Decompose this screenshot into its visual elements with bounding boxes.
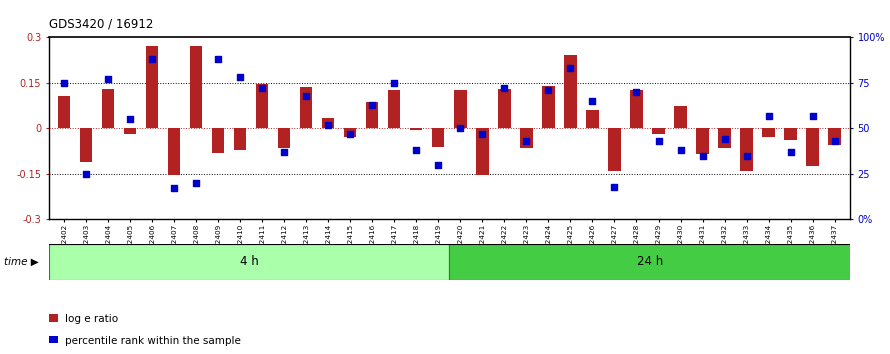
Bar (630, 90, 643, 128)
Point (828, 138, 842, 144)
Point (123, 116, 137, 122)
Point (520, 138, 534, 144)
Bar (587, 110, 599, 128)
Bar (80, 128, 93, 162)
Point (365, 102, 379, 108)
Bar (784, 128, 797, 141)
Point (651, 138, 666, 144)
Bar (498, 89, 511, 128)
Bar (59, 96, 70, 128)
Point (453, 125, 467, 131)
Bar (449, 244, 850, 280)
Point (409, 147, 424, 153)
Point (717, 136, 732, 142)
Bar (410, 128, 423, 130)
Point (805, 113, 820, 118)
Text: 24 h: 24 h (636, 256, 663, 268)
Bar (300, 87, 312, 128)
Bar (213, 128, 224, 153)
Bar (146, 46, 158, 128)
Point (783, 149, 797, 155)
Point (629, 89, 643, 95)
Text: percentile rank within the sample: percentile rank within the sample (65, 336, 241, 346)
Point (432, 162, 446, 167)
Bar (763, 128, 774, 137)
Bar (433, 128, 444, 147)
Point (167, 185, 182, 191)
Bar (476, 128, 489, 176)
Point (762, 113, 776, 118)
Point (321, 122, 336, 127)
Point (278, 149, 292, 155)
Point (541, 87, 555, 93)
Point (740, 153, 754, 159)
Text: time ▶: time ▶ (4, 257, 39, 267)
Bar (256, 84, 269, 128)
Bar (344, 128, 357, 137)
Text: log e ratio: log e ratio (65, 314, 118, 324)
Bar (367, 103, 378, 128)
Bar (806, 128, 819, 166)
Point (607, 184, 621, 189)
Point (387, 80, 401, 86)
Bar (697, 128, 708, 154)
Bar (279, 128, 290, 148)
Point (563, 65, 578, 71)
Point (674, 147, 688, 153)
Bar (190, 46, 202, 128)
Point (101, 76, 116, 82)
Point (586, 98, 600, 104)
Point (190, 180, 204, 186)
Point (145, 56, 159, 62)
Text: 4 h: 4 h (239, 256, 259, 268)
Bar (609, 128, 620, 171)
Point (211, 56, 225, 62)
Point (475, 131, 490, 137)
Bar (102, 89, 115, 128)
Point (344, 131, 358, 137)
Bar (652, 128, 665, 135)
Point (79, 171, 93, 177)
Bar (564, 56, 577, 128)
Bar (521, 128, 532, 148)
Bar (168, 128, 181, 176)
Bar (542, 86, 554, 128)
Bar (322, 118, 335, 128)
Bar (388, 90, 401, 128)
Bar (234, 128, 247, 150)
Bar (675, 105, 686, 128)
Bar (718, 128, 731, 148)
Point (299, 93, 313, 98)
Bar (49, 244, 449, 280)
Point (57, 80, 71, 86)
Point (255, 85, 270, 91)
Point (695, 153, 709, 159)
Bar (125, 128, 136, 135)
Bar (740, 128, 753, 171)
Point (498, 85, 512, 91)
Point (233, 74, 247, 80)
Text: GDS3420 / 16912: GDS3420 / 16912 (49, 17, 153, 30)
Bar (829, 128, 840, 145)
Bar (455, 90, 466, 128)
